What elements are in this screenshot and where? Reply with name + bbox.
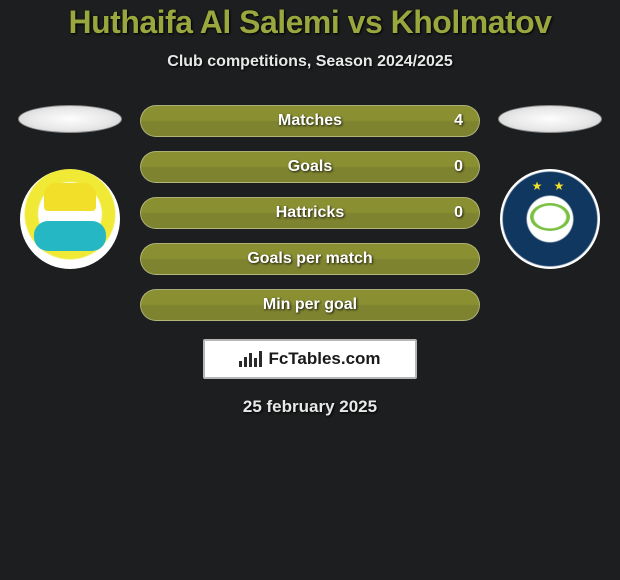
- stat-label: Matches: [278, 112, 342, 130]
- player-right-avatar: [498, 105, 602, 133]
- stat-row-goals: Goals 0: [140, 151, 480, 183]
- stat-row-goals-per-match: Goals per match: [140, 243, 480, 275]
- stat-label: Goals per match: [247, 250, 372, 268]
- page-title: Huthaifa Al Salemi vs Kholmatov: [0, 0, 620, 41]
- player-left-column: [10, 105, 130, 269]
- stat-label: Hattricks: [276, 204, 344, 222]
- date-line: 25 february 2025: [0, 397, 620, 417]
- branding-chart-icon: [239, 351, 262, 367]
- stat-label: Min per goal: [263, 296, 357, 314]
- stat-label: Goals: [288, 158, 332, 176]
- subtitle: Club competitions, Season 2024/2025: [0, 53, 620, 71]
- club-badge-right-icon: [500, 169, 600, 269]
- player-left-avatar: [18, 105, 122, 133]
- branding-text: FcTables.com: [268, 349, 380, 369]
- branding[interactable]: FcTables.com: [203, 339, 417, 379]
- stat-row-min-per-goal: Min per goal: [140, 289, 480, 321]
- club-badge-left-icon: [20, 169, 120, 269]
- stats-column: Matches 4 Goals 0 Hattricks 0 Goals per …: [140, 105, 480, 321]
- stat-row-hattricks: Hattricks 0: [140, 197, 480, 229]
- stat-value: 0: [454, 204, 463, 222]
- comparison-row: Matches 4 Goals 0 Hattricks 0 Goals per …: [0, 105, 620, 321]
- stat-value: 4: [454, 112, 463, 130]
- stat-value: 0: [454, 158, 463, 176]
- player-right-column: [490, 105, 610, 269]
- stat-row-matches: Matches 4: [140, 105, 480, 137]
